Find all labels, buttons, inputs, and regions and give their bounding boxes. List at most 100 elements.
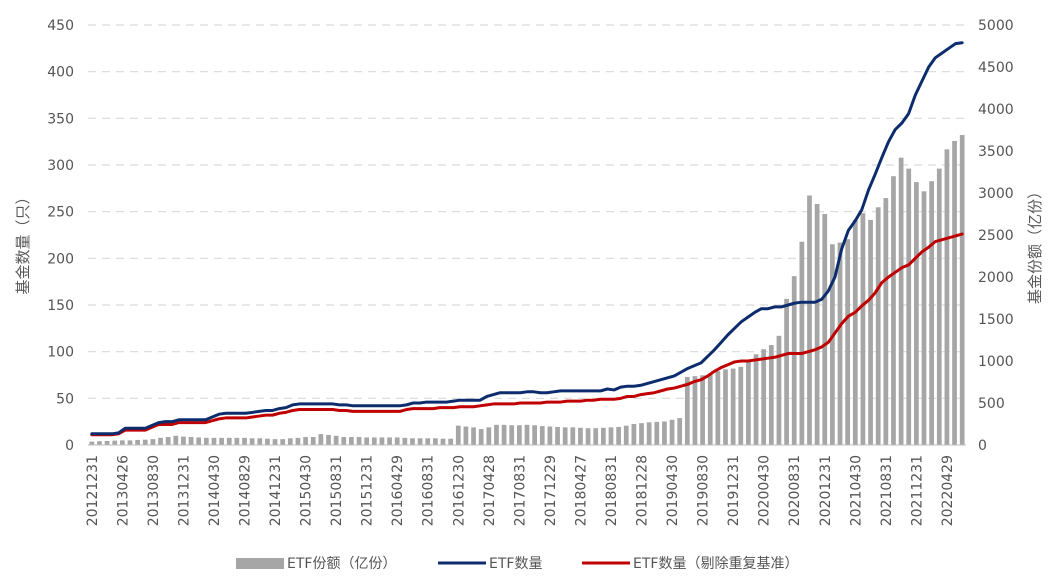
bar [524,424,530,445]
right-tick-label: 2000 [978,270,1014,286]
bar [791,276,797,445]
bar [280,439,286,445]
bar [501,424,507,445]
x-tick-label: 20130426 [115,455,131,526]
bar [310,437,316,445]
bar [165,437,171,445]
bar [196,437,202,445]
bar [616,426,621,445]
left-tick-label: 0 [65,438,74,454]
bar [349,437,354,445]
x-tick-label: 20140829 [238,455,254,526]
bar [356,437,362,445]
line-etf-count [90,41,964,436]
x-tick-label: 20210831 [879,455,895,526]
right-tick-label: 500 [978,396,1005,412]
bar [226,437,232,445]
left-tick-label: 150 [47,298,74,314]
left-tick-label: 50 [56,391,74,407]
bar [440,438,446,445]
x-tick-label: 20200831 [787,455,803,526]
bar [203,437,209,445]
bar [89,441,95,445]
x-tick-label: 20151231 [360,455,376,526]
bar [715,371,721,445]
bar [768,345,774,445]
bar [738,366,744,445]
bar [463,426,469,445]
legend-label-etf-count: ETF数量 [489,556,542,572]
bar [417,438,423,445]
bar [257,438,263,445]
bar [486,427,492,445]
bar [562,427,568,445]
bar [249,438,255,445]
bar [219,437,224,445]
right-axis-title: 基金份额（亿份） [1026,184,1044,304]
bar [494,424,499,445]
bar [150,439,156,445]
bar [662,421,667,445]
right-tick-label: 1000 [978,354,1014,370]
bar [135,439,140,445]
right-tick-label: 4500 [978,60,1014,76]
legend: ETF份额（亿份） ETF数量 ETF数量（剔除重复基准） [236,555,798,572]
bar [593,428,599,445]
x-tick-label: 20181228 [635,455,651,526]
left-axis-title: 基金数量（只） [14,189,32,294]
x-tick-label: 20180831 [604,455,620,526]
bar [295,437,301,445]
right-tick-label: 2500 [978,228,1014,244]
bar [234,437,240,445]
left-axis-ticks: 0 50 100 150 200 250 300 350 400 450 [47,18,74,454]
bar [906,168,912,445]
bar [394,437,400,445]
bar [883,198,889,445]
x-tick-label: 20131231 [176,455,192,526]
legend-label-bars: ETF份额（亿份） [287,556,396,572]
bar [364,437,370,445]
bar [433,438,438,445]
x-tick-label: 20190830 [696,455,712,526]
bar [142,439,148,445]
bar [814,203,820,445]
right-tick-label: 5000 [978,18,1014,34]
x-tick-label: 20141231 [268,455,284,526]
bar [875,207,881,445]
bar [425,438,431,445]
bar [669,419,675,445]
x-axis-ticks: 20121231 20130426 20130830 20131231 20140430… [85,455,956,526]
bar [188,437,194,445]
bar [158,437,163,445]
legend-label-etf-count-dedup: ETF数量（剔除重复基准） [633,555,798,572]
bar [807,195,812,445]
x-tick-label: 20171229 [543,455,559,526]
left-tick-label: 100 [47,345,74,361]
bar [761,349,767,445]
right-tick-label: 4000 [978,102,1014,118]
legend-swatch-bars [236,558,284,569]
bar [684,376,690,445]
bar [578,427,583,445]
x-tick-label: 20201231 [818,455,834,526]
bar [547,426,553,445]
bar [539,426,545,445]
bar [845,239,851,445]
bar [822,214,828,445]
bar [860,213,866,445]
bar [478,429,484,445]
bar-series-etf-shares [89,135,965,446]
x-tick-label: 20190430 [665,455,681,526]
left-tick-label: 450 [47,18,74,34]
bar [410,438,415,445]
line-etf-count-dedup [90,232,964,437]
left-tick-label: 400 [47,65,74,81]
x-tick-label: 20220429 [940,455,956,526]
bar [97,441,102,445]
bar [730,368,736,445]
bar [799,241,805,445]
bar [119,440,125,445]
bar [341,437,347,445]
bar [746,361,751,445]
